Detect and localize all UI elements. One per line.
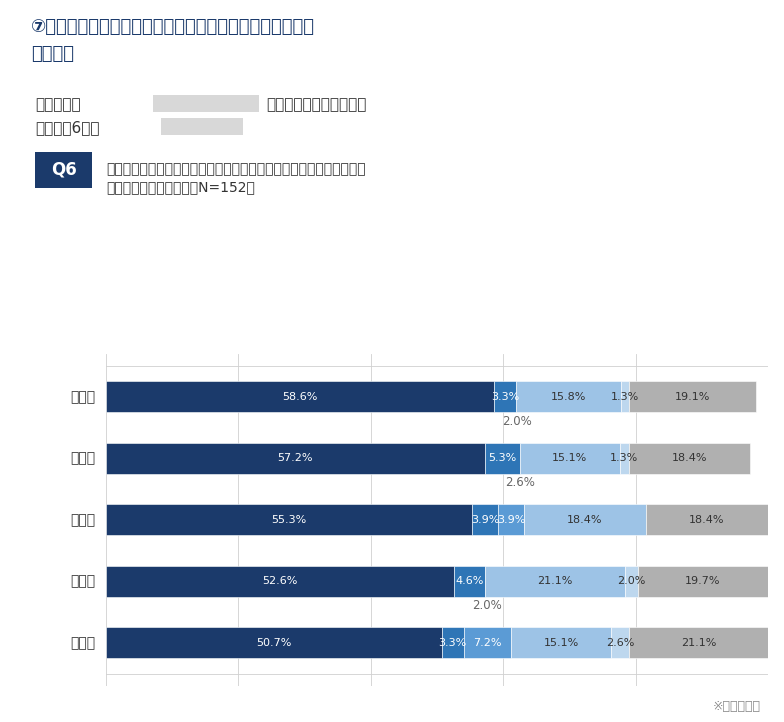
Bar: [463, 627, 511, 658]
Bar: [621, 381, 630, 412]
Text: 7.2%: 7.2%: [474, 638, 502, 648]
Bar: [629, 443, 750, 474]
Bar: [630, 381, 756, 412]
Text: 18.4%: 18.4%: [672, 453, 707, 464]
Text: 5.3%: 5.3%: [488, 453, 517, 464]
Text: 2.0%: 2.0%: [502, 415, 532, 428]
Text: 1.3%: 1.3%: [611, 392, 639, 402]
Text: 契約書: 契約書: [71, 390, 96, 404]
Bar: [524, 505, 646, 535]
Text: 15.1%: 15.1%: [543, 638, 579, 648]
Text: ⑦自治体からの「買い手」としての取引における帳票類の: ⑦自治体からの「買い手」としての取引における帳票類の: [31, 18, 315, 36]
Bar: [106, 381, 494, 412]
Text: 57.2%: 57.2%: [278, 453, 313, 464]
Text: 2.6%: 2.6%: [505, 477, 535, 490]
Bar: [612, 627, 629, 658]
Bar: [454, 566, 485, 596]
Bar: [494, 381, 516, 412]
Bar: [106, 627, 441, 658]
Text: Q6: Q6: [51, 161, 76, 178]
Text: 52.6%: 52.6%: [263, 576, 298, 586]
Text: 18.4%: 18.4%: [689, 515, 724, 525]
Text: べてお選びください。（N=152）: べてお選びください。（N=152）: [106, 180, 255, 194]
Bar: [625, 566, 638, 596]
Bar: [646, 505, 768, 535]
Bar: [441, 627, 463, 658]
Text: 納品書: 納品書: [71, 513, 96, 527]
Text: 見積書: 見積書: [71, 574, 96, 588]
Text: 2.0%: 2.0%: [617, 576, 645, 586]
Text: やり取り: やり取り: [31, 45, 74, 63]
Bar: [485, 443, 520, 474]
Text: 19.1%: 19.1%: [675, 392, 710, 402]
Text: 21.1%: 21.1%: [537, 576, 572, 586]
Bar: [629, 627, 768, 658]
Text: 15.1%: 15.1%: [552, 453, 587, 464]
Bar: [620, 443, 629, 474]
Text: 55.3%: 55.3%: [271, 515, 307, 525]
Text: 3.3%: 3.3%: [491, 392, 519, 402]
Text: 自治体からの「買い手」としての取引について、あてはまるものをす: 自治体からの「買い手」としての取引について、あてはまるものをす: [106, 162, 365, 176]
Text: 1.3%: 1.3%: [610, 453, 638, 464]
Text: 15.8%: 15.8%: [550, 392, 586, 402]
Text: 3.3%: 3.3%: [438, 638, 466, 648]
Bar: [520, 443, 620, 474]
Bar: [106, 505, 472, 535]
Text: 3.9%: 3.9%: [471, 515, 499, 525]
Bar: [106, 566, 454, 596]
Text: 21.1%: 21.1%: [681, 638, 716, 648]
Bar: [485, 566, 625, 596]
Text: 4.6%: 4.6%: [456, 576, 484, 586]
Bar: [498, 505, 524, 535]
Text: ※複数回答可: ※複数回答可: [713, 700, 760, 713]
Text: でやり取り。契約書に至: でやり取り。契約書に至: [267, 97, 367, 113]
Bar: [516, 381, 621, 412]
Text: 2.6%: 2.6%: [606, 638, 634, 648]
Text: 18.4%: 18.4%: [567, 515, 603, 525]
Text: 半数以上が: 半数以上が: [35, 97, 81, 113]
Text: っては約6割が: っては約6割が: [35, 121, 100, 136]
Text: 3.9%: 3.9%: [497, 515, 525, 525]
Bar: [511, 627, 612, 658]
Bar: [472, 505, 498, 535]
Text: 50.7%: 50.7%: [256, 638, 292, 648]
Text: 2.0%: 2.0%: [472, 599, 502, 612]
Text: 19.7%: 19.7%: [685, 576, 720, 586]
Text: 58.6%: 58.6%: [282, 392, 318, 402]
Text: 入札書: 入札書: [71, 636, 96, 650]
FancyBboxPatch shape: [35, 152, 92, 188]
Bar: [638, 566, 768, 596]
Bar: [106, 443, 485, 474]
Text: 請求書: 請求書: [71, 451, 96, 466]
